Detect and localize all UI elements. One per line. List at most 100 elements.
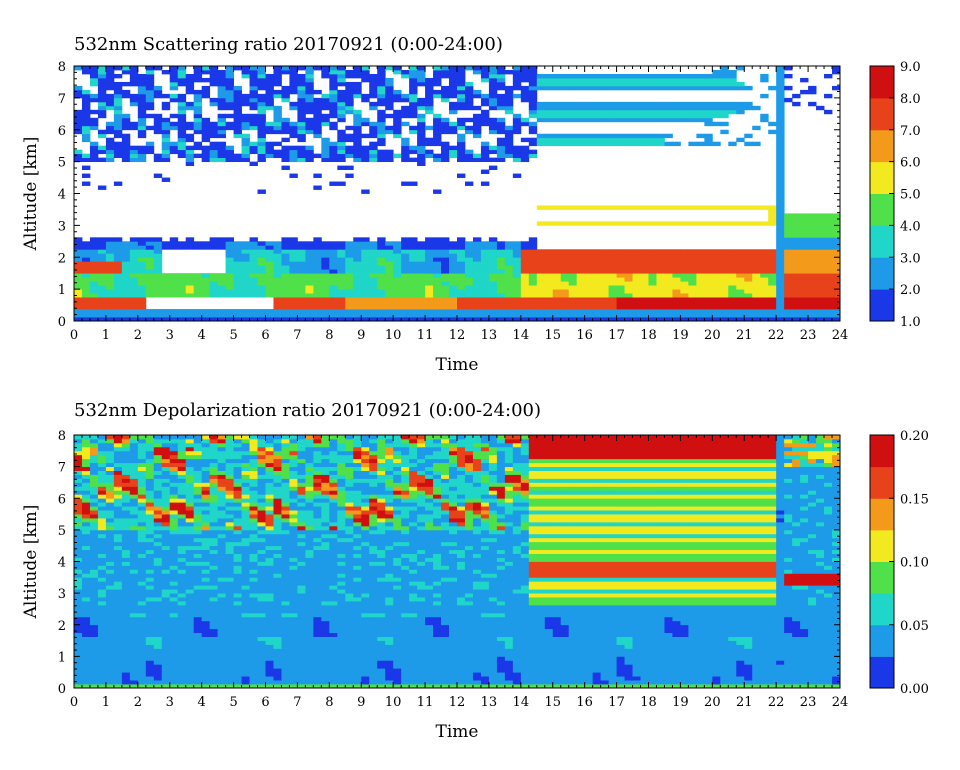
panel-1-x-tick-label: 20: [704, 328, 721, 343]
panel-1-x-tick-label: 9: [357, 328, 365, 343]
panel-2-y-tick-label: 8: [58, 429, 66, 444]
panel-2-x-axis-label: Time: [436, 722, 479, 742]
panel-1-colorbar-tick-label: 3.0: [900, 251, 921, 266]
panel-1-x-tick-label: 0: [70, 328, 78, 343]
panel-1-x-tick-label: 7: [293, 328, 301, 343]
panel-2-x-tick-label: 15: [544, 695, 561, 710]
panel-1-x-tick-label: 2: [134, 328, 142, 343]
panel-2-colorbar-tick-label: 0.05: [900, 619, 929, 634]
panel-2-x-tick-label: 2: [134, 695, 142, 710]
panel-1-colorbar-tick-label: 1.0: [900, 315, 921, 330]
panel-2-heatmap: [74, 435, 841, 689]
panel-2-y-tick-label: 6: [58, 492, 66, 507]
colorbar-swatch: [870, 498, 894, 531]
panel-2-y-tick-label: 4: [58, 556, 66, 571]
panel-1-x-tick-label: 19: [672, 328, 689, 343]
panel-2-x-tick-label: 20: [704, 695, 721, 710]
panel-1-x-tick-label: 10: [385, 328, 402, 343]
panel-2: 532nm Depolarization ratio 20170921 (0:0…: [21, 400, 929, 742]
panel-2-x-tick-label: 9: [357, 695, 365, 710]
panel-1-y-tick-label: 6: [58, 124, 66, 139]
panel-2-colorbar-tick-label: 0.10: [900, 556, 929, 571]
panel-2-x-tick-label: 5: [229, 695, 237, 710]
panel-2-x-tick-label: 16: [576, 695, 593, 710]
panel-2-x-tick-label: 6: [261, 695, 269, 710]
colorbar-swatch: [870, 129, 894, 163]
colorbar-swatch: [870, 624, 894, 657]
panel-2-x-tick-label: 4: [198, 695, 206, 710]
panel-2-y-tick-label: 3: [58, 587, 66, 602]
panel-2-x-tick-label: 23: [800, 695, 817, 710]
panel-2-x-tick-label: 3: [166, 695, 174, 710]
panel-2-x-tick-label: 11: [417, 695, 434, 710]
colorbar-swatch: [870, 593, 894, 626]
panel-2-x-tick-label: 18: [640, 695, 657, 710]
panel-2-x-tick-label: 12: [449, 695, 466, 710]
panel-1-x-tick-label: 18: [640, 328, 657, 343]
panel-2-x-tick-label: 14: [513, 695, 530, 710]
colorbar-swatch: [870, 529, 894, 563]
panel-1-heatmap: [74, 66, 841, 322]
panel-2-x-tick-label: 1: [102, 695, 110, 710]
panel-1-x-tick-label: 24: [832, 328, 849, 343]
panel-1-x-tick-label: 8: [325, 328, 333, 343]
panel-2-x-tick-label: 24: [832, 695, 849, 710]
colorbar-swatch: [870, 225, 894, 258]
panel-1-x-axis-label: Time: [436, 355, 479, 375]
colorbar-swatch: [870, 561, 894, 594]
panel-1-y-tick-label: 5: [58, 156, 66, 171]
panel-1-y-tick-label: 8: [58, 60, 66, 75]
panel-1-x-tick-label: 1: [102, 328, 110, 343]
colorbar-swatch: [870, 466, 894, 499]
panel-1-x-tick-label: 21: [736, 328, 753, 343]
panel-1-colorbar-tick-label: 4.0: [900, 219, 921, 234]
panel-2-y-tick-label: 1: [58, 650, 66, 665]
colorbar-swatch: [870, 289, 894, 322]
panel-1-colorbar-tick-label: 9.0: [900, 60, 921, 75]
panel-2-x-tick-label: 7: [293, 695, 301, 710]
colorbar-swatch: [870, 656, 894, 689]
panel-1-x-tick-label: 4: [198, 328, 206, 343]
panel-1-y-tick-label: 2: [58, 251, 66, 266]
panel-2-x-tick-label: 13: [481, 695, 498, 710]
colorbar-swatch: [870, 257, 894, 290]
panel-1-colorbar-tick-label: 6.0: [900, 156, 921, 171]
panel-2-y-tick-label: 2: [58, 619, 66, 634]
panel-1-y-tick-label: 4: [58, 188, 66, 203]
colorbar-swatch: [870, 97, 894, 131]
panel-1: 532nm Scattering ratio 20170921 (0:00-24…: [21, 34, 921, 375]
panel-1-y-axis-label: Altitude [km]: [21, 137, 41, 252]
panel-1-x-tick-label: 15: [544, 328, 561, 343]
panel-1-x-tick-label: 13: [481, 328, 498, 343]
colorbar-swatch: [870, 66, 894, 99]
panel-1-title: 532nm Scattering ratio 20170921 (0:00-24…: [74, 34, 503, 55]
panel-2-x-tick-label: 8: [325, 695, 333, 710]
panel-1-colorbar-tick-label: 7.0: [900, 124, 921, 139]
panel-2-colorbar-tick-label: 0.00: [900, 682, 929, 697]
panel-1-x-tick-label: 14: [513, 328, 530, 343]
panel-2-colorbar-tick-label: 0.15: [900, 492, 929, 507]
panel-2-x-tick-label: 21: [736, 695, 753, 710]
panel-1-y-tick-label: 1: [58, 283, 66, 298]
panel-2-y-axis-label: Altitude [km]: [21, 505, 41, 620]
panel-2-colorbar: 0.00 0.05 0.10 0.15 0.20: [869, 429, 929, 697]
panel-1-colorbar-tick-label: 5.0: [900, 188, 921, 203]
panel-2-x-tick-label: 19: [672, 695, 689, 710]
colorbar-swatch: [870, 193, 894, 226]
colorbar-swatch: [870, 161, 894, 195]
panel-1-x-tick-label: 5: [229, 328, 237, 343]
panel-2-y-tick-label: 5: [58, 524, 66, 539]
panel-2-x-tick-label: 10: [385, 695, 402, 710]
panel-1-y-tick-label: 3: [58, 219, 66, 234]
panel-1-colorbar: 1.0 2.0 3.0 4.0 5.0 6.0 7.0 8.0 9.0: [869, 60, 921, 330]
panel-1-colorbar-tick-label: 2.0: [900, 283, 921, 298]
panel-1-x-tick-label: 23: [800, 328, 817, 343]
panel-1-x-tick-label: 22: [768, 328, 785, 343]
panel-1-x-tick-label: 3: [166, 328, 174, 343]
panel-1-x-tick-label: 12: [449, 328, 466, 343]
panel-2-y-tick-label: 7: [58, 461, 66, 476]
panel-2-x-tick-label: 17: [608, 695, 625, 710]
panel-1-x-tick-label: 11: [417, 328, 434, 343]
panel-2-colorbar-tick-label: 0.20: [900, 429, 929, 444]
panel-2-x-tick-label: 22: [768, 695, 785, 710]
